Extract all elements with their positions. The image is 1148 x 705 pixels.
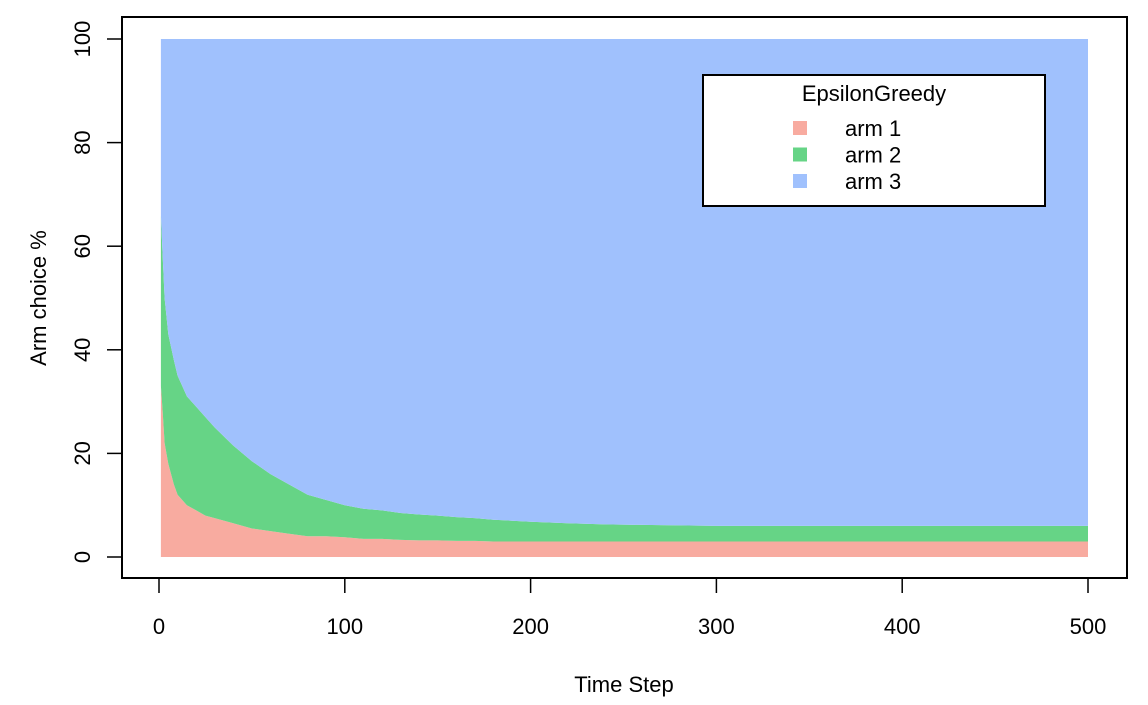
- x-tick-label: 500: [1070, 614, 1107, 639]
- x-tick-label: 200: [512, 614, 549, 639]
- y-tick-label: 40: [70, 338, 95, 362]
- x-tick-label: 300: [698, 614, 735, 639]
- y-tick-label: 0: [70, 551, 95, 563]
- legend-entry-label: arm 3: [845, 169, 901, 194]
- y-axis-title: Arm choice %: [26, 230, 51, 366]
- y-tick-label: 80: [70, 130, 95, 154]
- x-tick-label: 100: [326, 614, 363, 639]
- x-tick-label: 0: [153, 614, 165, 639]
- legend-swatch: [793, 147, 807, 162]
- x-tick-label: 400: [884, 614, 921, 639]
- y-tick-label: 100: [70, 21, 95, 58]
- y-tick-label: 20: [70, 441, 95, 465]
- legend-box: [702, 74, 1046, 207]
- y-tick-label: 60: [70, 234, 95, 258]
- legend-title: EpsilonGreedy: [802, 81, 946, 106]
- legend-entry-label: arm 1: [845, 116, 901, 141]
- x-axis: 0 100 200 300 400 500: [153, 577, 1107, 639]
- legend-swatch: [793, 174, 807, 188]
- x-axis-title: Time Step: [574, 672, 673, 697]
- legend-entry-label: arm 2: [845, 143, 901, 168]
- legend-swatch: [793, 121, 807, 135]
- area-arm-2: [160, 215, 1088, 542]
- area-arm-1: [160, 386, 1088, 557]
- y-axis: 0 20 40 60 80 100: [70, 21, 123, 563]
